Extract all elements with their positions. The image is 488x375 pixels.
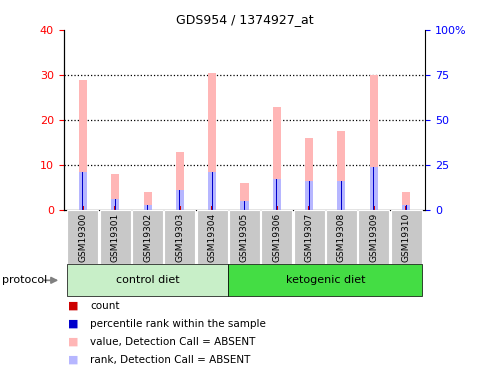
Bar	[390, 210, 421, 264]
Text: control diet: control diet	[116, 275, 179, 285]
Bar	[143, 192, 151, 210]
Text: count: count	[90, 301, 120, 310]
Bar	[208, 172, 216, 210]
Bar	[82, 206, 83, 210]
Text: GSM19301: GSM19301	[111, 213, 120, 262]
Bar	[146, 206, 148, 210]
Bar	[240, 201, 248, 210]
Bar	[115, 199, 116, 210]
Bar	[276, 178, 277, 210]
Bar	[401, 205, 409, 210]
Text: GSM19309: GSM19309	[368, 213, 377, 262]
Bar	[272, 178, 280, 210]
Bar	[293, 210, 324, 264]
Bar	[132, 210, 163, 264]
Bar	[147, 205, 148, 210]
Bar	[305, 138, 312, 210]
Bar	[369, 167, 377, 210]
Bar	[67, 264, 228, 296]
Bar	[372, 206, 374, 210]
Bar	[228, 264, 421, 296]
Bar	[211, 206, 213, 210]
Bar	[143, 205, 151, 210]
Bar	[67, 210, 98, 264]
Text: ■: ■	[68, 319, 79, 328]
Bar	[114, 206, 116, 210]
Bar	[179, 206, 180, 210]
Text: ketogenic diet: ketogenic diet	[285, 275, 364, 285]
Text: value, Detection Call = ABSENT: value, Detection Call = ABSENT	[90, 337, 255, 346]
Text: ■: ■	[68, 337, 79, 346]
Bar	[272, 106, 280, 210]
Bar	[405, 206, 406, 210]
Bar	[337, 181, 345, 210]
Bar	[79, 172, 87, 210]
Bar	[275, 206, 277, 210]
Text: GDS954 / 1374927_at: GDS954 / 1374927_at	[175, 13, 313, 26]
Bar	[179, 190, 180, 210]
Bar	[337, 131, 345, 210]
Bar	[340, 206, 342, 210]
Bar	[228, 210, 260, 264]
Bar	[79, 80, 87, 210]
Text: rank, Detection Call = ABSENT: rank, Detection Call = ABSENT	[90, 355, 250, 364]
Bar	[208, 73, 216, 210]
Bar	[243, 206, 245, 210]
Bar	[176, 190, 183, 210]
Bar	[111, 199, 119, 210]
Bar	[401, 192, 409, 210]
Bar	[100, 210, 130, 264]
Text: percentile rank within the sample: percentile rank within the sample	[90, 319, 266, 328]
Text: GSM19302: GSM19302	[143, 213, 152, 262]
Bar	[372, 167, 373, 210]
Text: GSM19305: GSM19305	[240, 213, 248, 262]
Bar	[308, 206, 309, 210]
Bar	[305, 181, 312, 210]
Text: GSM19307: GSM19307	[304, 213, 313, 262]
Text: GSM19306: GSM19306	[272, 213, 281, 262]
Bar	[111, 174, 119, 210]
Bar	[325, 210, 356, 264]
Text: GSM19308: GSM19308	[336, 213, 345, 262]
Bar	[164, 210, 195, 264]
Text: GSM19304: GSM19304	[207, 213, 216, 262]
Text: GSM19303: GSM19303	[175, 213, 184, 262]
Bar	[340, 181, 341, 210]
Bar	[308, 181, 309, 210]
Text: GSM19310: GSM19310	[401, 213, 410, 262]
Text: ■: ■	[68, 355, 79, 364]
Bar	[261, 210, 292, 264]
Bar	[405, 205, 406, 210]
Bar	[240, 183, 248, 210]
Bar	[176, 152, 183, 210]
Bar	[196, 210, 227, 264]
Text: GSM19300: GSM19300	[78, 213, 87, 262]
Bar	[211, 172, 212, 210]
Bar	[369, 75, 377, 210]
Bar	[358, 210, 388, 264]
Bar	[82, 172, 83, 210]
Text: protocol: protocol	[2, 275, 48, 285]
Text: ■: ■	[68, 301, 79, 310]
